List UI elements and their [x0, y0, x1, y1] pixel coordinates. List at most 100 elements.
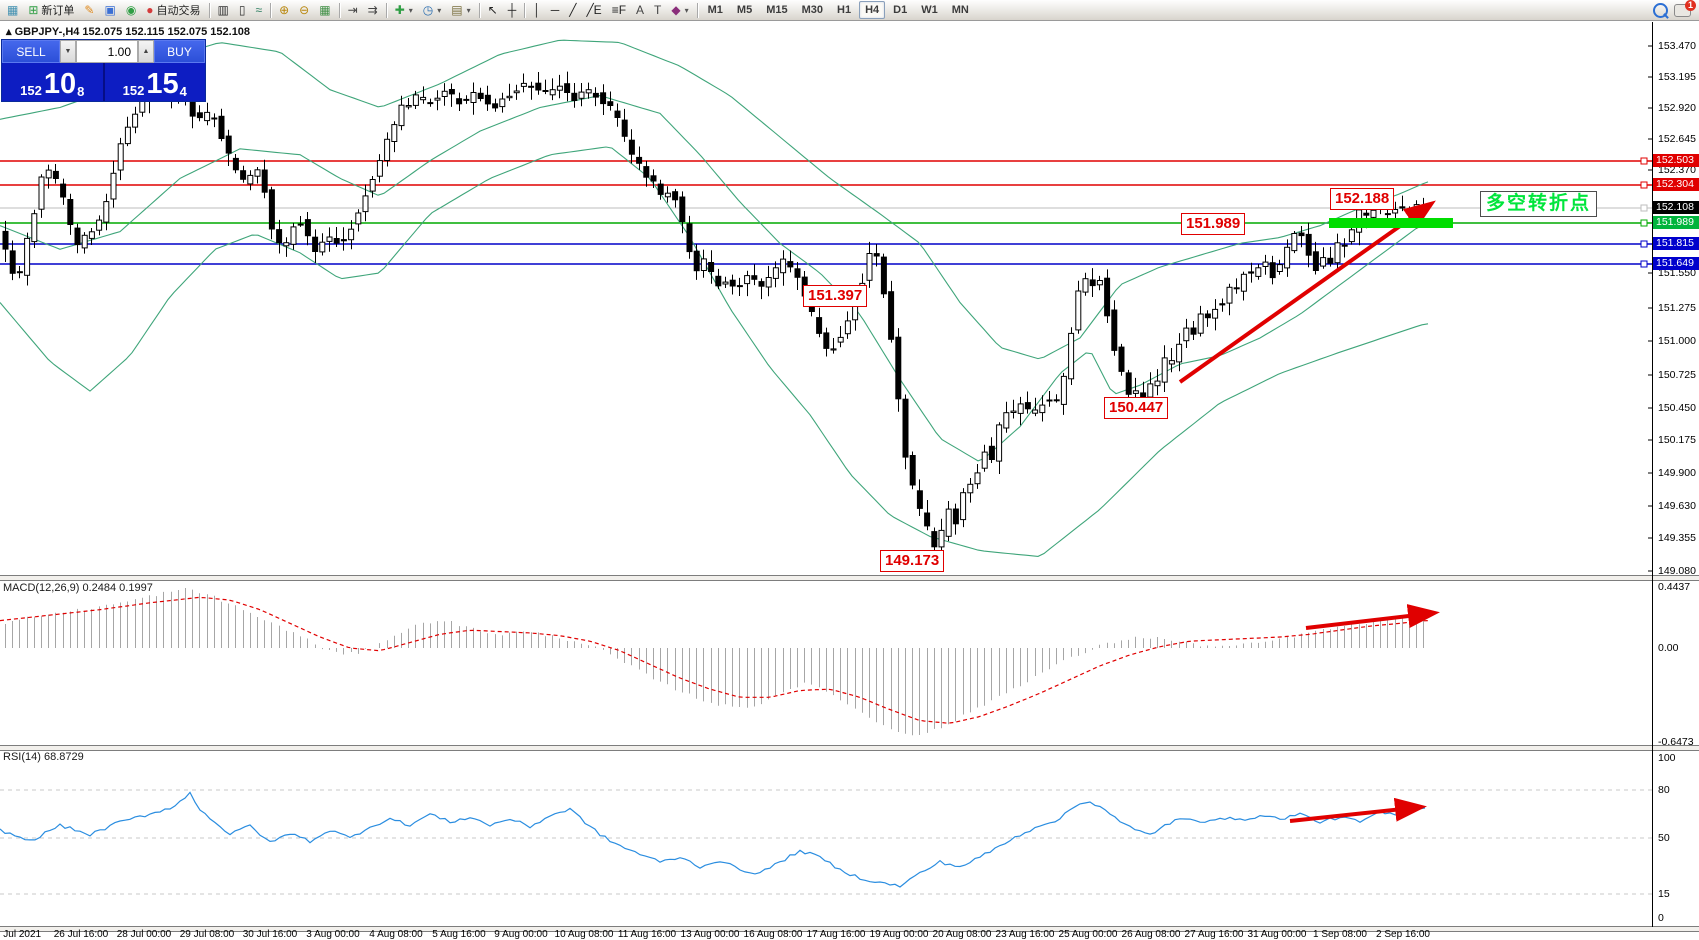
zoom-out-icon[interactable]: ⊖	[294, 1, 314, 20]
date-axis-tick: 13 Aug 00:00	[680, 929, 740, 940]
volume-input[interactable]: 1.00	[76, 40, 138, 63]
text-label-button[interactable]: T	[649, 1, 666, 20]
support-zone-bar[interactable]	[1329, 218, 1453, 228]
chart-shift-icon-icon: ⇥	[347, 2, 358, 17]
timeframe-h4[interactable]: H4	[859, 1, 886, 19]
hline-handle[interactable]	[1640, 240, 1648, 248]
rsi-pane-splitter[interactable]	[0, 745, 1699, 751]
macd-axis-tick: 0.00	[1658, 642, 1679, 654]
candle-body	[1003, 412, 1010, 429]
volume-up-spinner[interactable]: ▲	[138, 40, 154, 63]
hline-handle[interactable]	[1640, 204, 1648, 212]
candle-body	[470, 92, 477, 103]
crosshair-button[interactable]: ┼	[503, 1, 522, 20]
market-watch-icon[interactable]: ▣	[99, 1, 120, 20]
timeframe-m15[interactable]: M15	[766, 4, 788, 16]
turning-point-note[interactable]: 多空转折点	[1480, 191, 1598, 217]
indicators-button[interactable]: ✚ ▾	[390, 1, 418, 20]
toolbar-separator	[338, 2, 340, 18]
candle-body	[1032, 409, 1039, 414]
sell-price[interactable]: 152 10 8	[2, 63, 105, 101]
timeframe-mn[interactable]: MN	[951, 4, 969, 16]
candle-body	[52, 170, 59, 179]
data-window-icon[interactable]: ◉	[121, 1, 141, 20]
candle-body	[398, 104, 405, 127]
hline-handle[interactable]	[1640, 181, 1648, 189]
candle-body	[1312, 251, 1319, 272]
fibonacci-button[interactable]: ≡F	[607, 1, 631, 20]
candle-body	[240, 170, 247, 180]
templates-button-caret[interactable]: ▾	[466, 5, 471, 15]
timeframe-m1[interactable]: M1	[707, 4, 723, 16]
sell-button[interactable]: SELL	[2, 40, 60, 63]
channel-button[interactable]: ╱E	[581, 1, 606, 20]
price-axis-tick: 149.080	[1658, 565, 1696, 577]
timeframe-m5[interactable]: M5	[736, 4, 753, 16]
candle-body	[816, 317, 823, 334]
candle-body	[729, 279, 736, 287]
cursor-button[interactable]: ↖	[483, 1, 503, 20]
trend-arrow-3[interactable]	[1289, 797, 1427, 823]
candle-body	[1046, 399, 1053, 402]
timeframe-d1[interactable]: D1	[893, 4, 908, 16]
sell-price-big: 10	[43, 68, 77, 100]
trend-arrow-1[interactable]	[1178, 200, 1436, 384]
auto-trading-button[interactable]: ● 自动交易	[141, 1, 205, 20]
rsi-axis-tick: 0	[1658, 912, 1664, 924]
arrows-button-caret[interactable]: ▾	[684, 5, 689, 15]
hline-handle[interactable]	[1640, 157, 1648, 165]
candle-body	[1060, 375, 1067, 405]
candle-body	[888, 291, 895, 340]
arrows-button[interactable]: ◆ ▾	[666, 1, 693, 20]
new-order-button[interactable]: ⊞ 新订单	[23, 1, 79, 20]
notifications-icon[interactable]: 1	[1674, 0, 1696, 17]
auto-scroll-icon[interactable]: ⇉	[363, 1, 383, 20]
candle-body	[211, 117, 218, 120]
text-button[interactable]: A	[631, 1, 649, 20]
timeframe-w1[interactable]: W1	[921, 4, 938, 16]
price-annotation-152188[interactable]: 152.188	[1330, 188, 1395, 210]
candle-body	[960, 492, 967, 521]
candle-body	[909, 455, 916, 486]
candle-body	[9, 250, 16, 274]
timeframe-m30[interactable]: M30	[801, 4, 824, 16]
buy-button[interactable]: BUY	[154, 40, 205, 63]
volume-down-spinner[interactable]: ▼	[60, 40, 76, 63]
tile-windows-icon[interactable]: ▦	[314, 1, 335, 20]
vertical-line-button[interactable]: │	[528, 1, 546, 20]
candle-body	[16, 271, 23, 274]
search-icon[interactable]	[1653, 2, 1668, 18]
candle-body	[45, 169, 52, 179]
highlighter-icon[interactable]: ✎	[79, 1, 99, 20]
trend-arrow-2[interactable]	[1305, 604, 1440, 630]
periods-button[interactable]: ◷ ▾	[418, 1, 447, 20]
macd-pane-splitter[interactable]	[0, 575, 1699, 581]
templates-button[interactable]: ▤ ▾	[446, 1, 475, 20]
price-axis-tick: 150.725	[1658, 369, 1696, 381]
candle-body	[600, 92, 607, 105]
cursor-button-icon: ↖	[487, 2, 498, 17]
candle-body	[744, 275, 751, 285]
text-button-icon: A	[636, 2, 645, 17]
price-annotation-150447[interactable]: 150.447	[1104, 397, 1169, 419]
candlestick-chart-icon[interactable]: ▯	[234, 1, 251, 20]
price-annotation-149173[interactable]: 149.173	[880, 550, 945, 572]
price-annotation-151397[interactable]: 151.397	[803, 285, 868, 307]
timeframe-h1[interactable]: H1	[837, 4, 852, 16]
trendline-button[interactable]: ╱	[564, 1, 581, 20]
hline-handle[interactable]	[1640, 219, 1648, 227]
candle-body	[1320, 257, 1327, 267]
candle-body	[1327, 257, 1334, 264]
line-chart-icon[interactable]: ≈	[251, 1, 268, 20]
buy-price[interactable]: 152 15 4	[104, 63, 205, 101]
bar-chart-icon[interactable]: ▥	[213, 1, 234, 20]
zoom-in-icon[interactable]: ⊕	[274, 1, 294, 20]
price-annotation-151989[interactable]: 151.989	[1181, 213, 1246, 235]
horizontal-line-button[interactable]: ─	[546, 1, 565, 20]
indicators-button-caret[interactable]: ▾	[408, 5, 413, 15]
hline-handle[interactable]	[1640, 260, 1648, 268]
chart-shift-icon[interactable]: ⇥	[343, 1, 363, 20]
chart-window-icon[interactable]: ▦	[2, 1, 23, 20]
periods-button-caret[interactable]: ▾	[437, 5, 442, 15]
